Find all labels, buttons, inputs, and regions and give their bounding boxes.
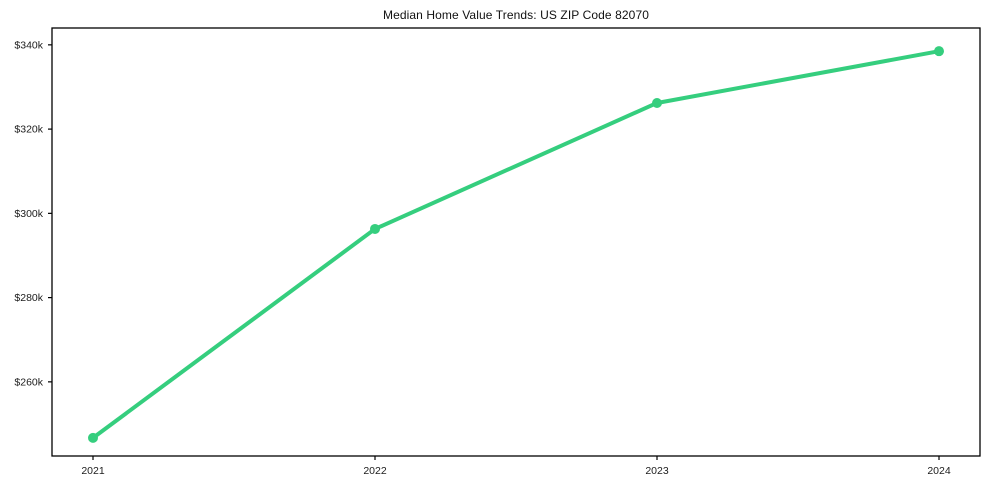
x-tick-label: 2022 (363, 465, 387, 477)
y-tick-label: $320k (14, 124, 43, 136)
data-point-marker (652, 97, 662, 108)
x-tick-label: 2021 (81, 465, 105, 477)
x-tick-label: 2024 (927, 465, 951, 477)
y-tick-label: $300k (14, 208, 43, 220)
plot-area-border (51, 27, 981, 457)
x-tick-label: 2023 (645, 465, 669, 477)
y-tick-label: $340k (14, 39, 43, 51)
y-tick-label: $260k (14, 376, 43, 388)
data-point-marker (934, 46, 944, 57)
data-point-marker (370, 223, 380, 234)
trend-line (91, 49, 941, 440)
data-point-marker (88, 432, 98, 443)
chart-title: Median Home Value Trends: US ZIP Code 82… (382, 8, 649, 22)
y-tick-label: $280k (14, 292, 43, 304)
